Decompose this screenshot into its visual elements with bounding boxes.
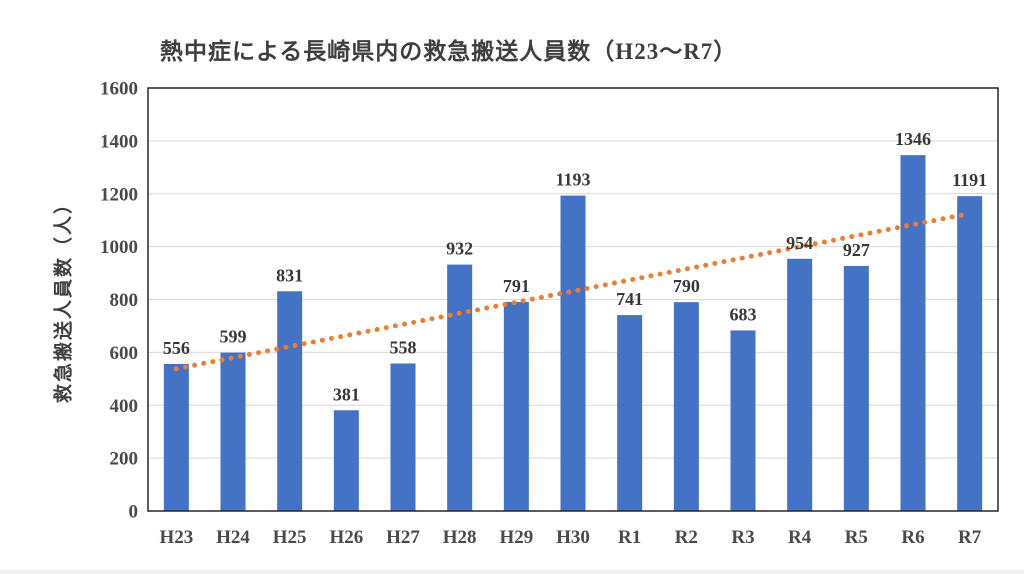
x-tick-label: H26 xyxy=(329,527,363,548)
bar xyxy=(730,330,756,511)
bar xyxy=(333,410,359,511)
bar-value-label: 790 xyxy=(673,276,700,296)
bar-value-label: 556 xyxy=(163,338,190,358)
bar xyxy=(390,363,416,511)
bar xyxy=(843,265,869,511)
x-tick-label: H25 xyxy=(273,527,307,548)
bar-value-label: 683 xyxy=(730,304,757,324)
y-tick-label: 400 xyxy=(110,396,139,417)
x-tick-label: H24 xyxy=(216,527,250,548)
bar xyxy=(617,315,643,511)
y-tick-label: 0 xyxy=(129,502,139,523)
y-tick-label: 200 xyxy=(110,449,139,470)
x-tick-label: H27 xyxy=(386,527,420,548)
x-tick-label: R6 xyxy=(901,527,924,548)
x-tick-label: H28 xyxy=(443,527,477,548)
bar xyxy=(447,264,473,511)
x-tick-label: R7 xyxy=(958,527,982,548)
y-tick-label: 600 xyxy=(110,343,139,364)
x-tick-label: R2 xyxy=(675,527,698,548)
page-bottom-edge xyxy=(0,570,1024,574)
bar-value-label: 558 xyxy=(390,337,417,357)
bar-value-label: 932 xyxy=(446,239,473,259)
bar-value-label: 831 xyxy=(276,265,303,285)
bar-value-label: 954 xyxy=(786,233,813,253)
y-tick-label: 1600 xyxy=(100,79,138,100)
bar-value-label: 927 xyxy=(843,240,870,260)
bar xyxy=(560,195,586,511)
bar-value-label: 791 xyxy=(503,276,530,296)
y-tick-label: 1400 xyxy=(100,131,138,152)
bar xyxy=(163,364,189,511)
x-tick-label: R1 xyxy=(618,527,641,548)
y-tick-label: 1000 xyxy=(100,237,138,258)
bar xyxy=(787,258,813,511)
x-tick-label: H29 xyxy=(499,527,533,548)
bar xyxy=(957,196,983,511)
chart-title: 熱中症による長崎県内の救急搬送人員数（H23～R7） xyxy=(160,39,738,64)
bar xyxy=(220,352,246,511)
x-tick-label: R5 xyxy=(845,527,868,548)
bar-value-label: 741 xyxy=(616,289,643,309)
bar-value-label: 599 xyxy=(220,327,247,347)
bar-value-label: 1191 xyxy=(952,170,987,190)
y-tick-label: 800 xyxy=(110,290,139,311)
plot-border xyxy=(147,87,999,512)
bar xyxy=(503,301,529,511)
y-tick-label: 1200 xyxy=(100,184,138,205)
bar xyxy=(900,155,926,511)
bar-value-label: 1346 xyxy=(895,129,931,149)
bar-value-label: 1193 xyxy=(555,170,590,190)
x-tick-label: H23 xyxy=(159,527,193,548)
x-tick-label: H30 xyxy=(556,527,590,548)
bar-value-label: 381 xyxy=(333,384,360,404)
x-tick-label: R3 xyxy=(731,527,754,548)
bar xyxy=(673,302,699,511)
x-tick-label: R4 xyxy=(788,527,812,548)
bar xyxy=(277,291,303,511)
